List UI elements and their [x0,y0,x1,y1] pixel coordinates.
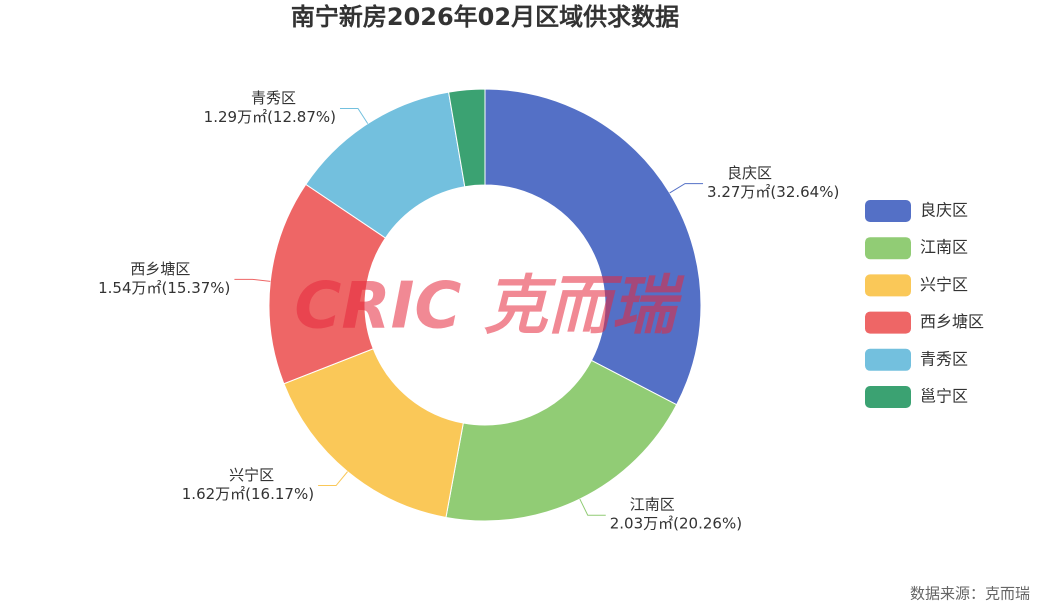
donut-segment [448,88,486,188]
data-label-name: 西乡塘区 [130,260,190,278]
legend-swatch [865,386,911,408]
donut-segment [268,183,387,385]
legend-label: 邕宁区 [920,387,968,406]
legend-item[interactable]: 良庆区 [865,200,968,222]
legend-item[interactable]: 青秀区 [865,348,968,371]
leader-line [579,498,606,516]
legend-label: 青秀区 [920,349,968,368]
legend-swatch [865,237,911,260]
data-label-value: 1.29万㎡(12.87%) [204,108,336,126]
donut-segment [445,359,678,522]
legend-swatch [865,311,911,334]
legend-label: 良庆区 [920,201,968,220]
legend-swatch [865,348,911,371]
leader-line [318,471,348,487]
legend-item[interactable]: 邕宁区 [865,386,968,408]
legend-swatch [865,200,911,222]
data-label-value: 1.62万㎡(16.17%) [182,485,314,503]
leader-line [339,107,369,124]
data-label-name: 江南区 [630,496,675,514]
data-label-value: 2.03万㎡(20.26%) [610,515,742,533]
leader-line [669,183,704,194]
legend-swatch [865,274,911,297]
data-label-value: 3.27万㎡(32.64%) [707,183,839,201]
source-note: 数据来源：克而瑞 [910,585,1030,603]
data-label-name: 青秀区 [251,89,296,107]
legend-label: 西乡塘区 [920,312,984,331]
legend-item[interactable]: 西乡塘区 [865,311,984,334]
leader-line [234,278,271,282]
legend-item[interactable]: 江南区 [865,237,968,260]
watermark: CRIC 克而瑞 [294,270,685,344]
legend-label: 江南区 [920,238,968,257]
donut-segment [484,88,702,406]
data-label-name: 兴宁区 [229,466,274,484]
legend-label: 兴宁区 [920,275,968,294]
data-label-name: 良庆区 [727,164,772,182]
data-label-value: 1.54万㎡(15.37%) [98,279,230,297]
chart-title: 南宁新房2026年02月区域供求数据 [291,3,679,31]
legend-item[interactable]: 兴宁区 [865,274,968,297]
